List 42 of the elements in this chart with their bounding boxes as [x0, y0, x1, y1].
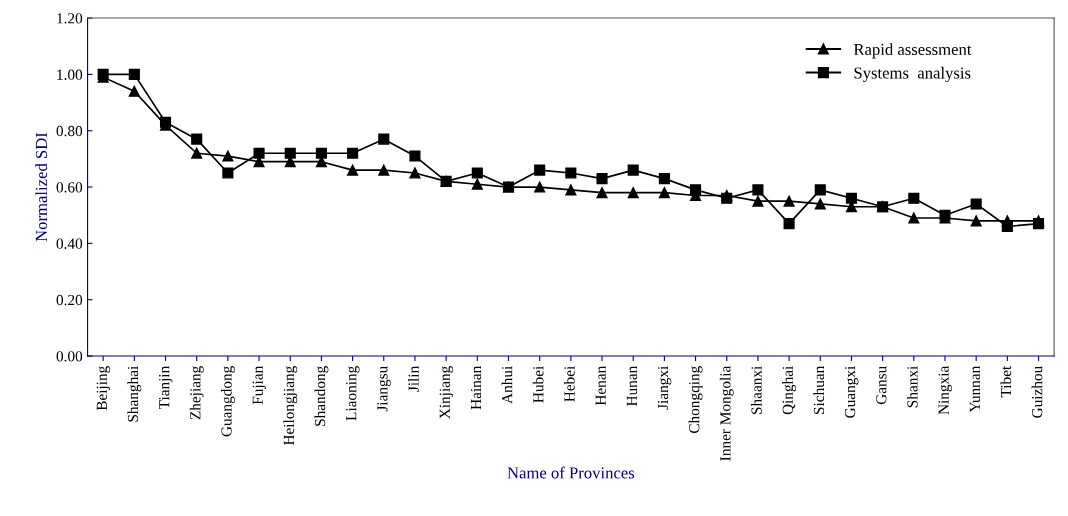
- x-tick-label: Beijing: [96, 366, 111, 411]
- x-tick-label: Liaoning: [346, 366, 360, 421]
- y-tick-label: 1.00: [57, 69, 83, 80]
- x-tick-label: Fujian: [252, 365, 266, 405]
- x-tick-label: Ningxia: [938, 365, 952, 415]
- x-tick-label: Guizhou: [1031, 366, 1043, 418]
- x-tick-label: Anhui: [501, 366, 513, 404]
- x-tick-label: Shaanxi: [750, 366, 762, 414]
- x-tick-label: Zhejiang: [189, 366, 204, 420]
- x-tick-label: Shanxi: [906, 366, 918, 408]
- x-tick-label: Inner Mongolia: [719, 365, 734, 461]
- x-tick-label: Yunnan: [969, 365, 980, 413]
- y-tick-label: 1.20: [57, 13, 83, 24]
- legend-label: Rapid assessment: [853, 43, 972, 59]
- x-tick-label: Jiangxi: [657, 366, 672, 410]
- x-tick-label: Hubei: [532, 366, 544, 403]
- x-tick-label: Gansu: [876, 366, 887, 405]
- x-tick-label: Chongqing: [688, 366, 703, 434]
- x-tick-label: Heilongjiang: [283, 366, 298, 446]
- y-tick-label: 0.00: [56, 351, 83, 362]
- y-tick-label: 0.80: [56, 125, 83, 137]
- x-tick-label: Hebei: [563, 366, 575, 402]
- x-tick-label: Guangxi: [844, 366, 859, 418]
- x-tick-label: Guangdong: [220, 366, 235, 437]
- x-tick-label: Jiangsu: [377, 366, 391, 412]
- x-tick-label: Qinghai: [782, 366, 797, 415]
- x-tick-label: Henan: [595, 366, 606, 406]
- x-tick-label: Hunan: [626, 365, 638, 407]
- x-tick-label: Jilin: [408, 365, 419, 392]
- legend-label: Systems analysis: [854, 66, 971, 83]
- y-tick-label: 0.20: [56, 294, 83, 306]
- x-axis-title: Name of Provinces: [507, 466, 635, 479]
- x-tick-label: Hainan: [470, 366, 482, 410]
- x-tick-label: Xinjiang: [439, 366, 454, 419]
- x-tick-label: Tianjin: [159, 365, 173, 410]
- x-tick-label: Sichuan: [813, 365, 825, 414]
- x-tick-label: Shanghai: [127, 366, 142, 422]
- y-tick-label: 0.40: [56, 238, 83, 249]
- x-tick-label: Shandong: [314, 366, 329, 426]
- x-tick-label: Tibet: [1000, 365, 1012, 398]
- y-axis-title: Normalized SDI: [35, 132, 48, 242]
- y-tick-label: 0.60: [56, 182, 83, 193]
